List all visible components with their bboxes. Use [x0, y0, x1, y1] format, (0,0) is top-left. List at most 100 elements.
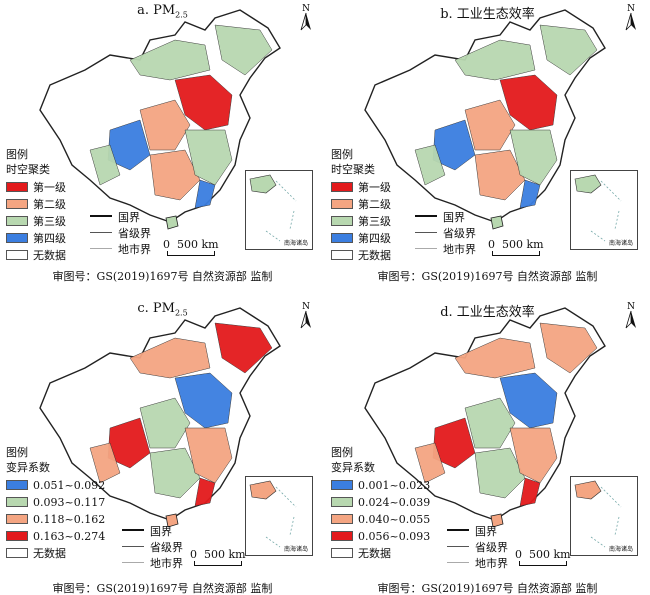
map-panel-a: a. PM2.5 N 图例 时空聚类 第一级 第二级 第三级 第四级 无数据 国界 省级界 地市界 0 … — [0, 0, 325, 297]
map-panel-d: d. 工业生态效率 N 图例 变异系数 0.001~0.023 0.024~0.039 0.… — [325, 298, 650, 595]
north-arrow-icon: N — [300, 4, 311, 31]
map-region — [184, 129, 233, 186]
map-region — [89, 144, 121, 186]
map-region — [184, 427, 233, 484]
scale-bar: 0 500 km — [163, 238, 219, 256]
map-region — [214, 24, 273, 76]
scale-bar: 0 500 km — [515, 548, 571, 566]
national-border-line — [122, 529, 144, 531]
legend-item: 0.001~0.023 — [331, 479, 430, 493]
legend-swatch — [331, 514, 353, 524]
china-map — [39, 307, 281, 528]
panel-title: c. PM2.5 — [137, 301, 188, 318]
map-region — [129, 39, 211, 81]
legend-swatch — [331, 531, 353, 541]
map-region — [194, 179, 216, 209]
boundary-legend: 国界 省级界 地市界 — [90, 210, 151, 258]
boundary-legend: 国界 省级界 地市界 — [415, 210, 476, 258]
map-region — [214, 322, 273, 374]
map-region — [414, 144, 446, 186]
city-border-line — [415, 248, 437, 249]
map-region — [414, 442, 446, 484]
legend-heading: 图例 — [6, 446, 28, 459]
legend-item: 0.093~0.117 — [6, 496, 105, 510]
legend-item: 0.024~0.039 — [331, 496, 430, 510]
legend-item: 第二级 — [331, 198, 391, 212]
scale-bar: 0 500 km — [488, 238, 544, 256]
svg-text:N: N — [302, 302, 310, 312]
national-border-line — [415, 215, 437, 217]
map-region — [139, 99, 191, 151]
national-border-line — [90, 215, 112, 217]
map-region — [174, 74, 233, 131]
svg-text:N: N — [627, 4, 635, 14]
legend-swatch — [6, 216, 28, 226]
national-border-line — [447, 529, 469, 531]
map-panel-b: b. 工业生态效率 N 图例 时空聚类 第一级 第二级 第三级 第四级 无数据 国界 省级界 地市界 0… — [325, 0, 650, 297]
city-border-line — [90, 248, 112, 249]
hainan-island — [490, 513, 504, 528]
legend-swatch — [331, 182, 353, 192]
map-region — [149, 447, 201, 499]
map-region — [149, 149, 201, 201]
panel-title: a. PM2.5 — [137, 3, 188, 20]
map-panel-c: c. PM2.5 N 图例 变异系数 0.051~0.092 0.093~0.117 0.1… — [0, 298, 325, 595]
legend-swatch — [331, 216, 353, 226]
map-region — [174, 372, 233, 429]
map-region — [474, 447, 526, 499]
map-region — [139, 397, 191, 449]
legend-swatch — [6, 233, 28, 243]
legend-item: 无数据 — [6, 249, 66, 263]
map-region — [499, 372, 558, 429]
south-china-sea-inset: 南海诸岛 — [570, 476, 638, 556]
legend-swatch — [6, 531, 28, 541]
legend-swatch — [331, 250, 353, 260]
legend-subheading: 时空聚类 — [6, 163, 50, 176]
city-border-line — [122, 562, 144, 563]
panel-title: d. 工业生态效率 — [440, 305, 535, 320]
north-arrow-icon: N — [300, 302, 311, 329]
map-region — [509, 129, 558, 186]
legend-swatch — [6, 514, 28, 524]
legend-swatch — [331, 233, 353, 243]
map-region — [454, 39, 536, 81]
legend-item: 第三级 — [331, 215, 391, 229]
legend-item: 第一级 — [331, 181, 391, 195]
svg-text:N: N — [627, 302, 635, 312]
south-china-sea-inset: 南海诸岛 — [245, 476, 313, 556]
legend-swatch — [6, 548, 28, 558]
legend-item: 无数据 — [331, 249, 391, 263]
legend-item: 第二级 — [6, 198, 66, 212]
north-arrow-icon: N — [625, 302, 636, 329]
map-region — [474, 149, 526, 201]
provincial-border-line — [90, 232, 112, 233]
legend-subheading: 变异系数 — [6, 461, 50, 474]
city-border-line — [447, 562, 469, 563]
provincial-border-line — [415, 232, 437, 233]
map-region — [519, 179, 541, 209]
map-region — [89, 442, 121, 484]
map-region — [499, 74, 558, 131]
legend-item: 0.056~0.093 — [331, 530, 430, 544]
legend-item: 第三级 — [6, 215, 66, 229]
legend-swatch — [331, 497, 353, 507]
legend-heading: 图例 — [331, 446, 353, 459]
panel-title: b. 工业生态效率 — [440, 7, 535, 22]
hainan-island — [490, 215, 504, 230]
map-approval-number: 审图号：GS(2019)1697号 自然资源部 监制 — [52, 582, 273, 595]
map-approval-number: 审图号：GS(2019)1697号 自然资源部 监制 — [377, 270, 598, 283]
legend-item: 第四级 — [331, 232, 391, 246]
north-arrow-icon: N — [625, 4, 636, 31]
legend-item: 0.051~0.092 — [6, 479, 105, 493]
boundary-legend: 国界 省级界 地市界 — [447, 524, 508, 572]
legend-swatch — [331, 548, 353, 558]
china-map — [39, 9, 281, 230]
legend-swatch — [331, 480, 353, 490]
legend-item: 第四级 — [6, 232, 66, 246]
legend-item: 无数据 — [6, 547, 66, 561]
map-region — [509, 427, 558, 484]
map-region — [464, 397, 516, 449]
hainan-island — [165, 215, 179, 230]
map-region — [194, 477, 216, 507]
provincial-border-line — [122, 546, 144, 547]
